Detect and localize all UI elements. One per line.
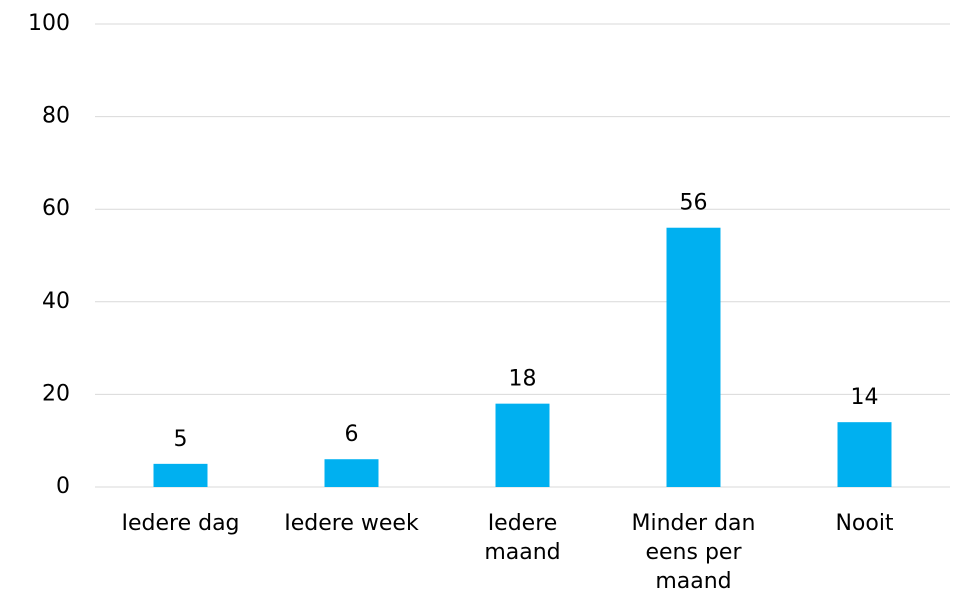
y-tick-label: 80 (42, 104, 70, 129)
y-tick-label: 100 (28, 11, 70, 36)
y-tick-label: 60 (42, 196, 70, 221)
x-tick-label: Iedere dag (121, 511, 240, 536)
y-tick-label: 0 (56, 474, 70, 499)
data-label: 5 (174, 427, 188, 452)
data-label: 14 (851, 385, 879, 410)
data-label: 56 (680, 191, 708, 216)
bar (495, 403, 550, 487)
x-tick-label: Iedere week (284, 511, 419, 536)
x-tick-label: Minder dan eens per maand (631, 511, 756, 594)
data-label: 6 (345, 422, 359, 447)
bar (837, 422, 892, 487)
y-tick-label: 40 (42, 289, 70, 314)
y-tick-label: 20 (42, 381, 70, 406)
bar (324, 459, 379, 487)
bar (666, 227, 721, 487)
x-tick-label: Iedere maand (484, 511, 561, 565)
data-label: 18 (509, 367, 537, 392)
bar (153, 463, 208, 487)
x-tick-label: Nooit (835, 511, 894, 536)
